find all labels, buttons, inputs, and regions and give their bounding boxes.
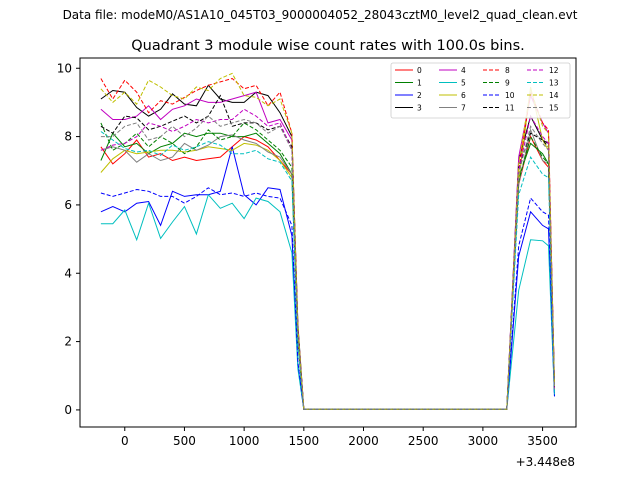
x-tick-label: 2500: [408, 434, 439, 448]
legend-label-4: 4: [461, 66, 466, 75]
x-offset-label: +3.448e8: [516, 455, 575, 469]
series-line-1: [100, 132, 555, 410]
legend-label-11: 11: [505, 104, 515, 113]
series-line-11: [100, 94, 555, 410]
legend-label-0: 0: [417, 66, 422, 75]
series-line-13: [100, 131, 555, 410]
series-line-6: [100, 86, 555, 410]
x-tick-label: 2000: [348, 434, 379, 448]
series-line-5: [100, 193, 555, 410]
x-tick-label: 1000: [229, 434, 260, 448]
legend-label-3: 3: [417, 104, 422, 113]
legend-label-9: 9: [505, 79, 510, 88]
figure-suptitle: Data file: modeM0/AS1A10_045T03_90000040…: [62, 8, 578, 22]
y-tick-label: 2: [64, 335, 72, 349]
legend-label-1: 1: [417, 79, 422, 88]
legend-label-5: 5: [461, 79, 466, 88]
y-tick-label: 6: [64, 198, 72, 212]
legend-label-7: 7: [461, 104, 466, 113]
series-line-8: [100, 77, 555, 410]
x-tick-label: 1500: [289, 434, 320, 448]
x-axis: 0 500 1000 1500 2000 2500 3000 3500: [121, 427, 558, 448]
plot-lines: [100, 72, 555, 410]
y-tick-label: 10: [57, 61, 72, 75]
series-line-0: [100, 135, 555, 410]
series-line-3: [100, 84, 555, 410]
legend-label-15: 15: [549, 104, 559, 113]
x-tick-label: 0: [121, 434, 129, 448]
y-axis: 0 2 4 6 8 10: [57, 61, 80, 417]
y-tick-label: 4: [64, 266, 72, 280]
x-tick-label: 3500: [527, 434, 558, 448]
legend-label-2: 2: [417, 91, 422, 100]
legend-label-13: 13: [549, 79, 559, 88]
chart-title: Quadrant 3 module wise count rates with …: [131, 38, 525, 54]
series-line-12: [100, 108, 555, 410]
legend-label-6: 6: [461, 91, 466, 100]
series-line-15: [100, 115, 555, 410]
series-line-10: [100, 187, 555, 410]
series-line-2: [100, 146, 555, 410]
series-line-7: [100, 128, 555, 410]
legend-label-14: 14: [549, 91, 559, 100]
series-line-9: [100, 122, 555, 410]
legend-label-12: 12: [549, 66, 559, 75]
x-tick-label: 500: [173, 434, 196, 448]
plot-frame: [79, 57, 577, 428]
series-line-14: [100, 72, 555, 410]
legend-label-8: 8: [505, 66, 510, 75]
y-tick-label: 8: [64, 130, 72, 144]
y-tick-label: 0: [64, 403, 72, 417]
x-tick-label: 3000: [468, 434, 499, 448]
legend-box: [390, 62, 571, 119]
legend-label-10: 10: [505, 91, 515, 100]
series-line-4: [100, 91, 555, 410]
